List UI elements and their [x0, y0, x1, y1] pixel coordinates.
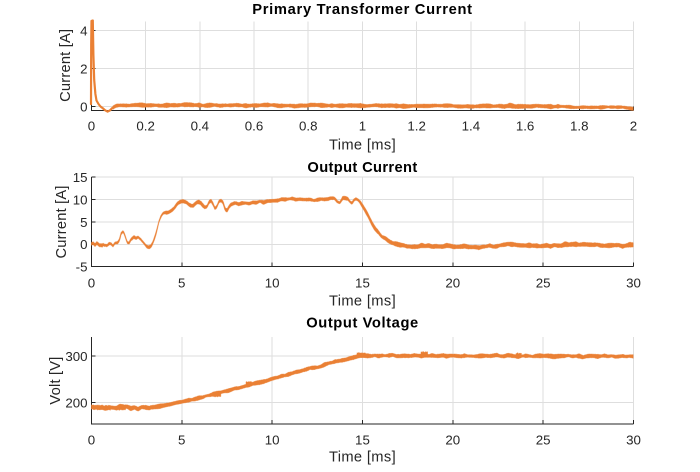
svg-text:20: 20: [445, 433, 460, 448]
svg-text:0: 0: [80, 100, 87, 115]
svg-text:Current [A]: Current [A]: [58, 29, 74, 102]
svg-text:25: 25: [536, 433, 551, 448]
svg-text:0.2: 0.2: [136, 119, 155, 134]
svg-text:Time [ms]: Time [ms]: [329, 138, 396, 154]
svg-text:30: 30: [626, 275, 641, 290]
svg-text:1: 1: [359, 119, 366, 134]
svg-text:1.4: 1.4: [462, 119, 481, 134]
svg-text:10: 10: [73, 192, 88, 207]
svg-text:15: 15: [355, 433, 370, 448]
svg-text:10: 10: [265, 275, 280, 290]
svg-text:0.8: 0.8: [299, 119, 318, 134]
svg-text:30: 30: [626, 433, 641, 448]
svg-text:-5: -5: [76, 259, 88, 274]
svg-text:2: 2: [630, 119, 637, 134]
svg-text:5: 5: [178, 275, 185, 290]
svg-text:300: 300: [65, 349, 87, 364]
svg-text:25: 25: [536, 275, 551, 290]
svg-text:1.6: 1.6: [516, 119, 535, 134]
svg-text:Volt [V]: Volt [V]: [48, 356, 64, 404]
svg-text:4: 4: [80, 23, 87, 38]
svg-text:Output Current: Output Current: [307, 160, 417, 176]
svg-text:0: 0: [88, 275, 95, 290]
svg-text:0: 0: [80, 237, 87, 252]
svg-text:5: 5: [178, 433, 185, 448]
svg-text:0.6: 0.6: [245, 119, 264, 134]
svg-text:10: 10: [265, 433, 280, 448]
svg-text:Time [ms]: Time [ms]: [329, 450, 396, 466]
svg-text:200: 200: [65, 395, 87, 410]
svg-text:1.8: 1.8: [570, 119, 589, 134]
svg-text:0: 0: [88, 433, 95, 448]
svg-text:15: 15: [73, 170, 88, 185]
svg-text:Current [A]: Current [A]: [54, 185, 70, 258]
svg-text:5: 5: [80, 215, 87, 230]
svg-text:20: 20: [445, 275, 460, 290]
svg-text:15: 15: [355, 275, 370, 290]
svg-text:1.2: 1.2: [407, 119, 426, 134]
svg-text:Output Voltage: Output Voltage: [306, 316, 419, 332]
svg-text:2: 2: [80, 61, 87, 76]
svg-text:Primary Transformer Current: Primary Transformer Current: [252, 2, 473, 18]
svg-text:Time [ms]: Time [ms]: [329, 293, 396, 309]
svg-text:0.4: 0.4: [191, 119, 210, 134]
svg-text:0: 0: [88, 119, 95, 134]
